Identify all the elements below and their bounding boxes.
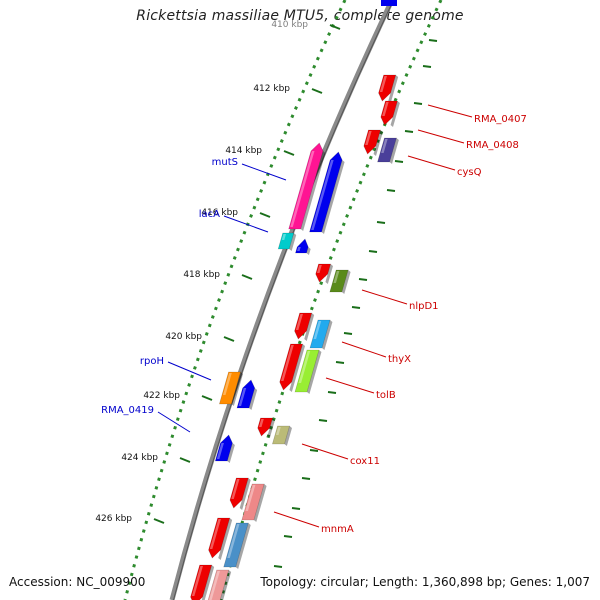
forward-gene[interactable] [219,371,244,406]
reverse-gene[interactable] [204,569,232,600]
forward-callout-line [241,163,287,181]
reverse-callout-line [341,341,387,358]
scale-tick [329,24,341,30]
reverse-callout-line [361,289,408,305]
scale-tick [153,518,165,524]
scale-tick-label: 410 kbp [271,20,308,30]
ring-tick [358,278,368,281]
reverse-gene-label[interactable]: RMA_0408 [466,140,519,151]
scale-tick-label: 422 kbp [143,391,180,401]
scale-tick-label: 416 kbp [201,208,238,218]
reverse-gene[interactable] [329,269,351,294]
ring-tick [368,250,378,253]
reverse-gene-label[interactable]: cox11 [350,456,380,467]
ring-tick [428,39,438,42]
reverse-gene[interactable] [277,343,306,392]
forward-gene[interactable] [381,0,397,6]
reverse-gene-label[interactable]: nlpD1 [409,301,439,312]
reverse-gene-label[interactable]: RMA_0407 [474,114,527,125]
forward-gene-label[interactable]: RMA_0419 [101,405,154,416]
reverse-gene-label[interactable]: mnmA [321,524,354,535]
reverse-gene[interactable] [309,319,333,350]
forward-callout-line [157,411,191,433]
scale-tick-label: 412 kbp [253,84,290,94]
scale-ring [123,0,347,600]
ring-tick [335,361,345,364]
forward-gene[interactable] [309,151,347,234]
ring-tick [422,65,432,68]
forward-gene[interactable] [236,379,260,410]
scale-tick-label: 418 kbp [183,270,220,280]
reverse-callout-line [427,104,473,118]
reverse-gene[interactable] [255,417,276,438]
genome-backbone [169,0,395,600]
ring-tick [291,507,301,510]
reverse-gene[interactable] [361,129,383,156]
scale-tick-label: 424 kbp [121,453,158,463]
ring-tick [413,102,423,105]
reverse-callout-line [417,129,465,144]
ring-tick [343,332,353,335]
forward-gene[interactable] [288,142,328,231]
scale-tick [223,336,235,342]
ring-tick [301,477,311,480]
reverse-gene[interactable] [227,477,251,510]
reverse-callout-line [273,511,320,528]
scale-tick-label: 426 kbp [95,514,132,524]
reverse-gene[interactable] [206,517,233,560]
scale-tick-label: 420 kbp [165,332,202,342]
reverse-gene-label[interactable]: cysQ [457,167,482,178]
ring-tick [404,130,414,133]
forward-gene[interactable] [295,238,314,255]
reverse-gene[interactable] [241,483,267,522]
reverse-callout-line [325,377,375,394]
ring-tick [327,391,337,394]
accession-text: Accession: NC_009900 [9,575,146,589]
reverse-gene-label[interactable]: thyX [388,354,411,365]
ring-tick [318,419,328,422]
forward-gene[interactable] [277,232,297,251]
ring-tick [351,306,361,309]
ring-tick [273,565,283,568]
ring-tick [386,189,396,192]
reverse-gene[interactable] [377,137,399,164]
ring-tick [376,221,386,224]
scale-tick [241,274,253,280]
scale-tick [179,457,191,463]
ring-tick [283,535,293,538]
reverse-gene[interactable] [378,100,400,127]
scale-tick [283,150,295,156]
reverse-gene[interactable] [376,74,399,103]
ring-tick [309,449,319,452]
reverse-gene-label[interactable]: tolB [376,390,396,401]
ring-tick [394,160,404,163]
scale-tick-label: 414 kbp [225,146,262,156]
reverse-callout-line [407,155,456,171]
reverse-gene[interactable] [294,349,322,394]
forward-gene[interactable] [214,434,238,463]
reverse-gene[interactable] [272,425,293,446]
scale-tick [311,88,323,94]
reverse-callout-line [301,443,349,460]
scale-tick [259,212,271,218]
scale-tick [201,395,213,401]
reverse-gene[interactable] [223,522,251,569]
forward-gene-label[interactable]: lacA [199,209,220,220]
feature-ring [219,0,443,600]
forward-gene-label[interactable]: mutS [212,157,238,168]
forward-callout-line [223,215,269,233]
forward-gene-label[interactable]: rpoH [140,356,164,367]
reverse-gene[interactable] [292,312,315,341]
reverse-gene[interactable] [188,564,215,600]
forward-callout-line [167,361,212,381]
reverse-gene[interactable] [313,263,334,284]
topology-text: Topology: circular; Length: 1,360,898 bp… [260,575,590,589]
